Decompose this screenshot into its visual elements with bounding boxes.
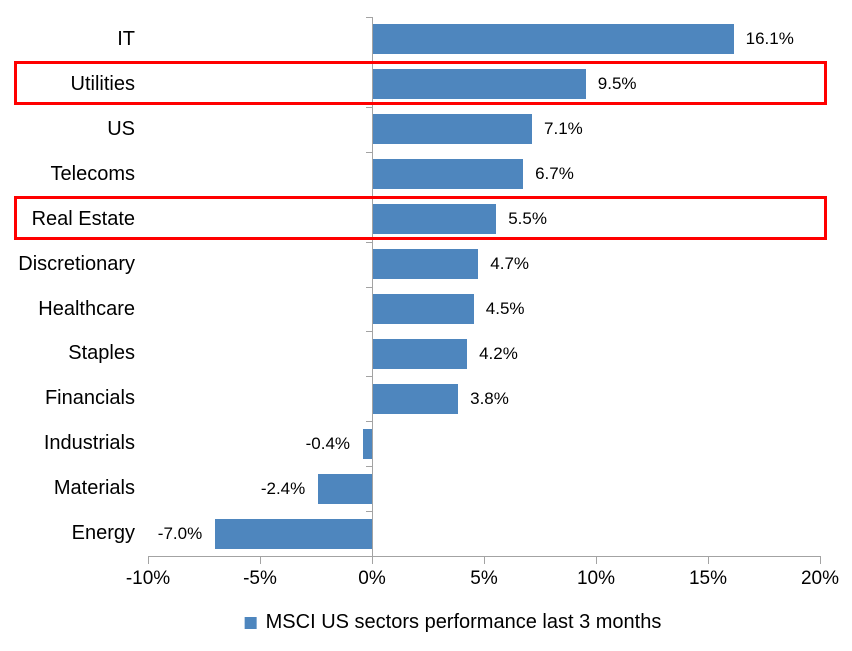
x-tick-label: 20% xyxy=(800,568,840,589)
value-label: 9.5% xyxy=(597,74,637,94)
category-label: Discretionary xyxy=(18,252,135,275)
value-label: 4.5% xyxy=(485,298,525,318)
category-label: Telecoms xyxy=(50,162,135,185)
legend-swatch-icon xyxy=(244,616,257,629)
category-label: Real Estate xyxy=(31,207,135,230)
y-axis-tick xyxy=(366,466,372,467)
bar xyxy=(373,69,586,100)
legend-label: MSCI US sectors performance last 3 month… xyxy=(265,611,662,633)
category-label: Energy xyxy=(71,522,135,545)
bar xyxy=(373,249,479,280)
y-axis-tick xyxy=(366,17,372,18)
y-axis-line xyxy=(372,17,373,556)
value-label: 4.2% xyxy=(479,343,518,363)
x-axis-tick xyxy=(372,556,373,564)
bar xyxy=(373,114,533,145)
x-axis-tick xyxy=(596,556,597,564)
x-axis-tick xyxy=(260,556,261,564)
category-label: Industrials xyxy=(43,432,135,455)
category-label: Staples xyxy=(68,342,135,365)
y-axis-tick xyxy=(366,242,372,243)
value-label: 4.7% xyxy=(490,254,530,274)
bar xyxy=(373,293,474,324)
y-axis-tick xyxy=(366,511,372,512)
y-axis-tick xyxy=(366,152,372,153)
value-label: -0.4% xyxy=(305,433,351,453)
x-axis-tick xyxy=(484,556,485,564)
y-axis-tick xyxy=(366,331,372,332)
category-label: Financials xyxy=(44,387,135,410)
value-label: -7.0% xyxy=(157,523,203,543)
bar xyxy=(318,473,372,504)
value-label: 6.7% xyxy=(535,164,574,184)
bar xyxy=(373,24,734,55)
bar xyxy=(373,204,497,235)
x-tick-label: -5% xyxy=(243,568,277,589)
x-tick-label: 0% xyxy=(358,568,386,589)
bar xyxy=(373,383,459,414)
value-label: 7.1% xyxy=(544,119,583,139)
value-label: -2.4% xyxy=(260,478,306,498)
bar xyxy=(363,428,372,459)
x-tick-label: -10% xyxy=(125,568,171,589)
x-axis-tick xyxy=(820,556,821,564)
bar xyxy=(373,159,524,190)
value-label: 16.1% xyxy=(745,29,794,49)
category-label: US xyxy=(107,117,135,140)
legend: MSCI US sectors performance last 3 month… xyxy=(244,611,662,634)
bar xyxy=(215,518,372,549)
x-axis-tick xyxy=(148,556,149,564)
x-tick-label: 5% xyxy=(470,568,498,589)
highlight-box xyxy=(14,196,827,241)
category-label: Healthcare xyxy=(38,297,135,320)
value-label: 3.8% xyxy=(470,388,509,408)
value-label: 5.5% xyxy=(508,209,547,229)
bar xyxy=(373,338,468,369)
x-axis-tick xyxy=(708,556,709,564)
category-label: IT xyxy=(117,28,135,50)
x-tick-label: 15% xyxy=(688,568,728,589)
y-axis-tick xyxy=(366,421,372,422)
y-axis-tick xyxy=(366,287,372,288)
category-label: Utilities xyxy=(70,72,135,95)
x-tick-label: 10% xyxy=(576,568,616,589)
y-axis-tick xyxy=(366,556,372,557)
y-axis-tick xyxy=(366,376,372,377)
y-axis-tick xyxy=(366,107,372,108)
highlight-box xyxy=(14,61,827,106)
category-label: Materials xyxy=(53,477,135,500)
